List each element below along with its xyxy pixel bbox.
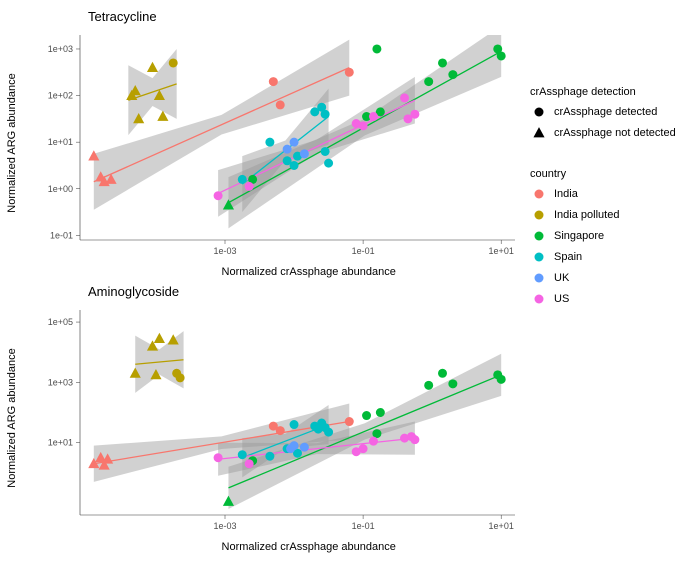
color-legend-items: India India polluted Singapore Spain UK US — [530, 184, 690, 309]
panel-aminoglycoside: Aminoglycoside Normalized ARG abundance … — [10, 280, 525, 555]
legend-label: crAssphage detected — [554, 106, 657, 118]
legend-column: crAssphage detection crAssphage detected… — [525, 0, 695, 565]
triangle-icon — [530, 124, 548, 142]
svg-text:1e-01: 1e-01 — [50, 230, 73, 240]
color-legend-item: India — [530, 184, 690, 204]
shape-legend-item: crAssphage not detected — [530, 123, 690, 143]
legend-label: UK — [554, 272, 569, 284]
circle-icon — [530, 103, 548, 121]
color-legend-item: India polluted — [530, 205, 690, 225]
color-swatch-icon — [530, 290, 548, 308]
shape-legend-title: crAssphage detection — [530, 86, 690, 98]
panel-tetracycline: Tetracycline Normalized ARG abundance 1e… — [10, 5, 525, 280]
x-axis-label-0: Normalized crAssphage abundance — [222, 266, 396, 278]
svg-text:1e-01: 1e-01 — [352, 521, 375, 531]
color-swatch-icon — [530, 206, 548, 224]
svg-text:1e+01: 1e+01 — [48, 438, 73, 448]
svg-text:1e-03: 1e-03 — [213, 246, 236, 256]
svg-text:1e+00: 1e+00 — [48, 184, 73, 194]
panel-title-0: Tetracycline — [88, 9, 157, 24]
figure-container: Tetracycline Normalized ARG abundance 1e… — [0, 0, 695, 565]
svg-text:1e+02: 1e+02 — [48, 91, 73, 101]
shape-legend-items: crAssphage detected crAssphage not detect… — [530, 102, 690, 143]
legend-label: India polluted — [554, 209, 619, 221]
color-legend-item: US — [530, 289, 690, 309]
svg-text:1e+01: 1e+01 — [48, 137, 73, 147]
shape-legend-item: crAssphage detected — [530, 102, 690, 122]
color-legend-item: UK — [530, 268, 690, 288]
color-swatch-icon — [530, 185, 548, 203]
svg-text:1e-03: 1e-03 — [213, 521, 236, 531]
color-legend-item: Spain — [530, 247, 690, 267]
legend-label: Singapore — [554, 230, 604, 242]
color-swatch-icon — [530, 227, 548, 245]
svg-text:1e+01: 1e+01 — [489, 246, 514, 256]
plot-svg-1: 1e-03 1e-01 1e+01 1e+01 1e+03 1e+05 — [10, 300, 525, 555]
svg-text:1e+01: 1e+01 — [489, 521, 514, 531]
x-axis-label-1: Normalized crAssphage abundance — [222, 541, 396, 553]
panel-title-1: Aminoglycoside — [88, 284, 179, 299]
legend-label: crAssphage not detected — [554, 127, 676, 139]
legend-label: Spain — [554, 251, 582, 263]
plot-svg-0: 1e-03 1e-01 1e+01 1e-01 1e+00 1e+01 1e+02 1e+03 — [10, 25, 525, 280]
svg-text:1e+03: 1e+03 — [48, 377, 73, 387]
svg-text:1e-01: 1e-01 — [352, 246, 375, 256]
svg-text:1e+05: 1e+05 — [48, 317, 73, 327]
charts-column: Tetracycline Normalized ARG abundance 1e… — [0, 0, 525, 565]
svg-text:1e+03: 1e+03 — [48, 44, 73, 54]
color-legend-title: country — [530, 168, 690, 180]
color-swatch-icon — [530, 269, 548, 287]
legend-label: US — [554, 293, 569, 305]
legend-label: India — [554, 188, 578, 200]
color-legend-item: Singapore — [530, 226, 690, 246]
color-swatch-icon — [530, 248, 548, 266]
